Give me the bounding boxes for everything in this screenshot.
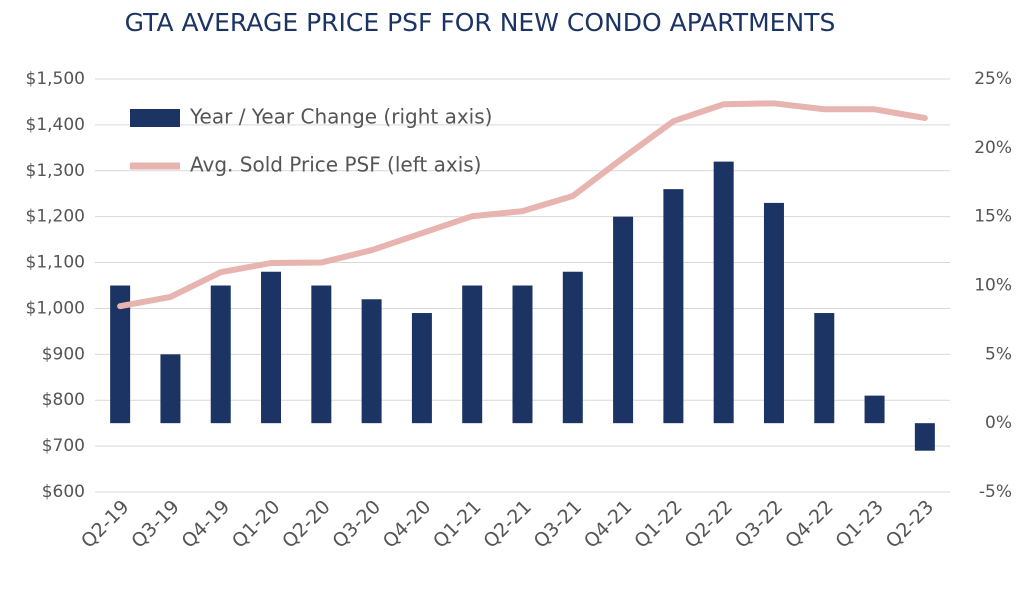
bar	[613, 216, 634, 424]
bar	[914, 423, 935, 451]
x-tick-label: Q2-21	[479, 496, 536, 553]
x-tick-label: Q3-19	[127, 496, 184, 553]
x-tick-label: Q1-20	[228, 496, 285, 553]
y-tick-label: $1,300	[26, 161, 85, 181]
y-tick-label: $1,500	[26, 69, 85, 89]
y2-tick-label: 0%	[985, 413, 1012, 433]
x-tick-label: Q2-19	[77, 496, 134, 553]
bar	[462, 285, 483, 424]
x-tick-label: Q1-23	[831, 496, 888, 553]
line	[117, 100, 928, 310]
x-tick-label: Q3-22	[731, 496, 788, 553]
y-tick-label: $1,000	[26, 298, 85, 318]
chart-title: GTA AVERAGE PRICE PSF FOR NEW CONDO APAR…	[125, 8, 836, 37]
y2-tick-label: 25%	[974, 69, 1012, 89]
y2-tick-label: 15%	[974, 207, 1012, 227]
x-tick-label: Q2-22	[680, 496, 737, 553]
x-tick-label: Q2-20	[278, 496, 335, 553]
y-tick-label: $900	[42, 344, 85, 364]
bar	[763, 202, 784, 424]
bar	[160, 354, 181, 424]
x-tick-label: Q4-20	[379, 496, 436, 553]
x-tick-label: Q3-21	[530, 496, 587, 553]
bar	[864, 395, 885, 424]
y2-tick-label: 10%	[974, 276, 1012, 296]
bar	[210, 285, 231, 424]
y2-tick-label: -5%	[979, 482, 1012, 502]
x-tick-label: Q1-21	[429, 496, 486, 553]
bar	[411, 313, 432, 424]
legend-label: Year / Year Change (right axis)	[189, 105, 492, 129]
y2-tick-label: 5%	[985, 344, 1012, 364]
bar	[311, 285, 332, 424]
x-tick-label: Q4-22	[781, 496, 838, 553]
bar	[261, 271, 282, 424]
legend-label: Avg. Sold Price PSF (left axis)	[190, 153, 481, 177]
y-tick-label: $1,100	[26, 253, 85, 273]
y-tick-label: $700	[42, 436, 85, 456]
x-tick-label: Q2-23	[882, 496, 939, 553]
y-tick-label: $600	[42, 482, 85, 502]
y-tick-label: $1,200	[26, 207, 85, 227]
bar	[663, 189, 684, 424]
x-tick-label: Q3-20	[328, 496, 385, 553]
bar	[814, 313, 835, 424]
bar	[110, 285, 131, 424]
x-tick-label: Q1-22	[630, 496, 687, 553]
y-tick-label: $800	[42, 390, 85, 410]
y2-tick-label: 20%	[974, 138, 1012, 158]
bar	[713, 161, 734, 424]
x-tick-label: Q4-21	[580, 496, 637, 553]
legend-swatch	[130, 109, 180, 127]
bar	[512, 285, 533, 424]
y-tick-label: $1,400	[26, 115, 85, 135]
bar	[361, 299, 382, 424]
x-tick-label: Q4-19	[178, 496, 235, 553]
bar	[562, 271, 583, 424]
